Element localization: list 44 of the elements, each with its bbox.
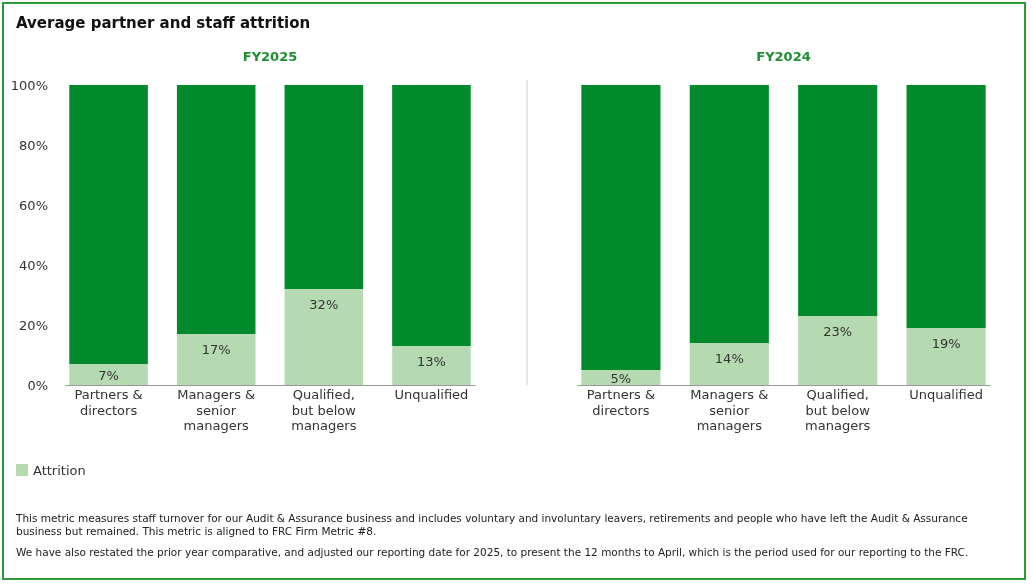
y-tick-label: 0% bbox=[27, 377, 48, 393]
x-tick-label: Qualified, but below managers bbox=[291, 387, 357, 434]
bar bbox=[689, 85, 769, 343]
x-tick-label: Partners & directors bbox=[74, 387, 143, 418]
text: We have also restated the prior year comparative, and adjusted our reporting date for 2025, to present the 12 months to April, which is the period used for our reporting to the FRC. bbox=[16, 546, 970, 559]
bar bbox=[798, 85, 878, 316]
data-label: 14% bbox=[714, 351, 744, 366]
x-tick-label: Managers & senior managers bbox=[177, 387, 256, 434]
chart-subtitle: FY2025 bbox=[242, 49, 298, 64]
x-tick-label: Partners & directors bbox=[586, 387, 656, 418]
bar bbox=[906, 85, 986, 328]
bar bbox=[176, 85, 256, 334]
bar bbox=[69, 85, 148, 364]
bar bbox=[284, 289, 364, 385]
chart-title: Average partner and staff attrition bbox=[16, 14, 311, 32]
x-tick-label: Unqualified bbox=[394, 387, 469, 402]
bar bbox=[392, 346, 471, 385]
bar bbox=[581, 85, 661, 370]
y-tick-label: 20% bbox=[19, 317, 48, 333]
data-label: 23% bbox=[823, 324, 853, 339]
data-label: 5% bbox=[610, 370, 632, 386]
text: This metric measures staff turnover for our Audit & Assurance business and includes voluntary and involuntary leavers, retirements and people who have left the Audit & Assurance business but remained. This metric is aligned to FRC Firm Metric #8. bbox=[16, 512, 969, 538]
y-tick-label: 80% bbox=[19, 137, 48, 153]
data-label: 7% bbox=[98, 367, 119, 383]
data-label: 19% bbox=[931, 336, 961, 351]
chart-title: FY2024 bbox=[756, 49, 811, 64]
data-label: 32% bbox=[309, 297, 339, 312]
y-tick-label: 40% bbox=[19, 257, 48, 273]
x-tick-label: Managers & senior managers bbox=[690, 387, 769, 434]
y-tick-label: 60% bbox=[19, 197, 48, 213]
bar bbox=[69, 364, 148, 385]
x-tick-label: Unqualified bbox=[909, 387, 984, 402]
bar bbox=[392, 85, 471, 346]
bar bbox=[176, 334, 256, 385]
data-label: 17% bbox=[201, 342, 231, 357]
bar bbox=[798, 316, 878, 385]
legend-label: Attrition bbox=[33, 463, 86, 478]
data-label: 13% bbox=[416, 354, 446, 369]
y-tick-label: 100% bbox=[10, 77, 48, 93]
x-tick-label: Qualified, but below managers bbox=[805, 387, 871, 434]
bar bbox=[581, 370, 661, 385]
bar bbox=[689, 343, 769, 385]
bar bbox=[906, 328, 986, 385]
bar bbox=[284, 85, 364, 289]
